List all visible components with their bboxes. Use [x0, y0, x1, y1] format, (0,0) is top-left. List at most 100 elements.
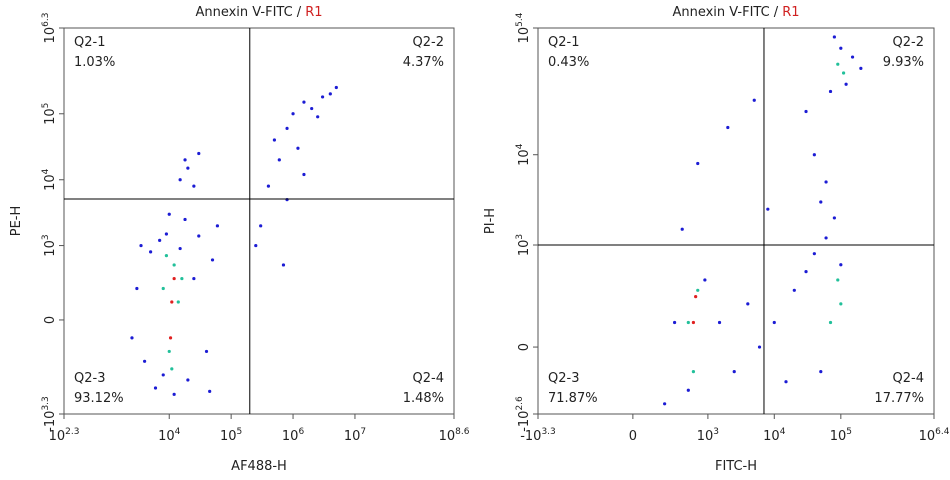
tick-exponent: 6	[298, 427, 304, 437]
tick-exponent: 8.6	[455, 427, 470, 437]
population-name: R1	[782, 5, 799, 20]
quadrant-name: Q2-3	[548, 371, 579, 386]
event-dot	[302, 100, 306, 104]
x-tick-label: -103.3	[520, 427, 556, 444]
tick-base: 10	[919, 429, 936, 444]
tick-exponent: 5.4	[515, 12, 525, 27]
chart-title: Annexin V-FITC / R1	[195, 5, 322, 20]
event-dot	[696, 288, 700, 292]
x-axis-label: FITC-H	[715, 459, 757, 474]
event-dot	[183, 158, 187, 162]
event-dot	[259, 224, 263, 228]
event-dot	[302, 172, 306, 177]
event-dot	[839, 263, 843, 267]
y-tick-label: 104	[41, 168, 58, 191]
x-tick-label: 108.6	[439, 427, 470, 444]
event-dot	[334, 85, 338, 90]
event-dot	[804, 109, 808, 114]
tick-base: -10	[43, 411, 58, 432]
tick-exponent: 6.3	[41, 13, 51, 27]
event-dot	[850, 55, 855, 59]
event-dot	[832, 35, 836, 39]
event-dot	[178, 246, 182, 251]
event-dot	[143, 359, 147, 363]
tick-exponent: 2.3	[65, 427, 79, 437]
event-dot	[197, 151, 201, 156]
event-dot	[832, 216, 836, 220]
event-dot	[186, 378, 190, 382]
quadrant-name: Q2-1	[548, 35, 579, 50]
event-dot	[285, 126, 289, 131]
event-dot	[696, 161, 700, 166]
y-tick-label: 103	[41, 234, 58, 256]
event-dot	[204, 349, 209, 354]
tick-exponent: 3.3	[541, 427, 555, 437]
chart-title: Annexin V-FITC / R1	[672, 5, 799, 20]
event-dot	[192, 276, 196, 281]
event-dot	[766, 207, 770, 211]
x-tick-label: 104	[158, 427, 181, 444]
event-dot	[183, 217, 187, 222]
event-dot	[680, 227, 684, 231]
event-dot	[839, 46, 843, 50]
x-tick-label: 103	[697, 427, 719, 444]
event-dot	[254, 243, 258, 248]
event-dot	[272, 138, 277, 142]
event-dot	[839, 302, 843, 306]
y-tick-label: 104	[515, 143, 532, 166]
event-dot	[691, 320, 696, 325]
x-tick-label: 106.4	[919, 427, 950, 444]
event-dot	[197, 234, 201, 238]
event-dot	[296, 146, 300, 150]
event-dot	[792, 288, 796, 292]
event-dot	[310, 106, 314, 111]
event-dot	[161, 373, 165, 377]
event-dot	[285, 198, 289, 202]
y-axis-label: PE-H	[9, 206, 24, 237]
event-dot	[168, 336, 173, 340]
quadrant-name: Q2-2	[413, 35, 444, 50]
tick-base: 10	[49, 429, 66, 444]
event-dot	[316, 115, 320, 119]
y-tick-label: 103	[515, 234, 532, 256]
event-dot	[717, 320, 722, 325]
tick-base: 10	[43, 174, 58, 191]
tick-base: 10	[43, 240, 58, 257]
tick-base: 10	[763, 429, 780, 444]
event-dot	[732, 370, 736, 374]
tick-exponent: 4	[175, 427, 181, 437]
x-tick-label: 102.3	[49, 427, 80, 444]
quadrant-name: Q2-3	[74, 371, 105, 386]
event-dot	[291, 112, 295, 116]
event-dot	[172, 263, 176, 267]
event-dot	[164, 232, 169, 236]
tick-exponent: 3	[713, 427, 719, 437]
tick-base: 10	[697, 429, 714, 444]
event-dot	[266, 184, 271, 188]
x-tick-label: 0	[629, 429, 637, 444]
event-dot	[170, 300, 174, 304]
event-dot	[691, 370, 696, 374]
tick-base: 10	[830, 429, 847, 444]
event-dot	[277, 158, 281, 162]
quadrant-percent: 71.87%	[548, 391, 598, 406]
quadrant-name: Q2-4	[893, 371, 924, 386]
event-dot	[158, 238, 162, 242]
tick-base: 10	[517, 149, 532, 166]
population-name: R1	[305, 5, 322, 20]
event-dot	[703, 278, 707, 282]
event-dot	[139, 243, 143, 248]
event-dot	[281, 263, 286, 267]
tick-exponent: 2.6	[515, 396, 525, 411]
quadrant-name: Q2-4	[413, 371, 444, 386]
event-dot	[172, 276, 176, 281]
tick-base: 10	[158, 429, 175, 444]
event-dot	[804, 270, 808, 274]
tick-exponent: 6.4	[935, 427, 950, 437]
event-dot	[812, 252, 816, 256]
x-tick-label: 104	[763, 427, 786, 444]
event-dot	[694, 294, 698, 299]
event-dot	[320, 95, 325, 99]
event-dot	[135, 286, 139, 291]
